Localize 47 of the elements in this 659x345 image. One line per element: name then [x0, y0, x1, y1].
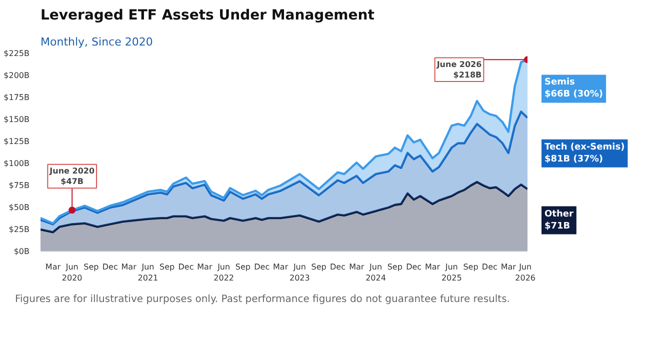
x-tick-label: Mar [45, 262, 62, 272]
y-tick-label: $0B [14, 247, 30, 256]
annotation: $81B (37%) [544, 154, 604, 164]
series-label: Other [544, 209, 574, 220]
annotation: June 2026 $218B [436, 60, 482, 80]
x-tick-label: Mar [121, 262, 138, 272]
x-tick-label: Dec [102, 262, 118, 272]
x-tick-label: Sep [387, 262, 402, 272]
x-tick-label: Dec [178, 262, 194, 272]
x-tick-label: Sep [463, 262, 478, 272]
y-tick-label: $100B [4, 159, 30, 168]
x-tick-label: Jun 2024 [366, 262, 386, 282]
chart-title: Leveraged ETF Assets Under Management [40, 8, 375, 24]
text: Figures are for illustrative purposes only. Past performance figures do not guarantee future results. [14, 293, 511, 307]
x-tick-label: Sep [311, 262, 326, 272]
x-tick-label: Mar [197, 262, 213, 272]
x-tick-label: Dec [254, 262, 270, 272]
annotation: $66B (30%) [544, 90, 604, 100]
y-tick-label: $125B [4, 137, 30, 146]
x-tick-label: Dec [406, 262, 422, 272]
x-tick-label: Dec [482, 262, 498, 272]
x-tick-label: Jun 2020 [62, 262, 82, 282]
y-tick-label: $150B [4, 115, 30, 124]
annotation: June 2020 $47B [48, 166, 95, 186]
x-tick-label: Jun 2026 [515, 262, 536, 282]
series-label: Tech (ex-Semis) [544, 142, 625, 152]
x-tick-label: Sep [84, 262, 99, 272]
x-tick-label: Sep [160, 262, 175, 272]
x-tick-label: Sep [235, 262, 250, 272]
y-tick-label: $175B [4, 93, 30, 102]
y-tick-label: $50B [8, 203, 30, 212]
x-tick-label: Jun 2023 [290, 262, 310, 282]
y-tick-label: $75B [8, 181, 30, 190]
y-tick-label: $225B [4, 49, 30, 58]
chart-subtitle: Monthly, Since 2020 [40, 36, 153, 48]
y-tick-label: $25B [8, 225, 30, 234]
x-tick-label: Mar [424, 262, 441, 272]
x-tick-label: Mar [273, 262, 289, 272]
annotation: $71B [544, 221, 570, 232]
x-tick-label: Jun 2022 [214, 262, 234, 282]
x-tick-label: Jun 2021 [138, 262, 158, 282]
x-tick-label: Mar [349, 262, 365, 272]
x-tick-label: Mar [500, 262, 517, 272]
x-tick-label: Jun 2025 [441, 262, 462, 282]
x-tick-label: Dec [330, 262, 346, 272]
y-tick-label: $200B [4, 71, 30, 80]
series-label: Semis [544, 78, 575, 88]
